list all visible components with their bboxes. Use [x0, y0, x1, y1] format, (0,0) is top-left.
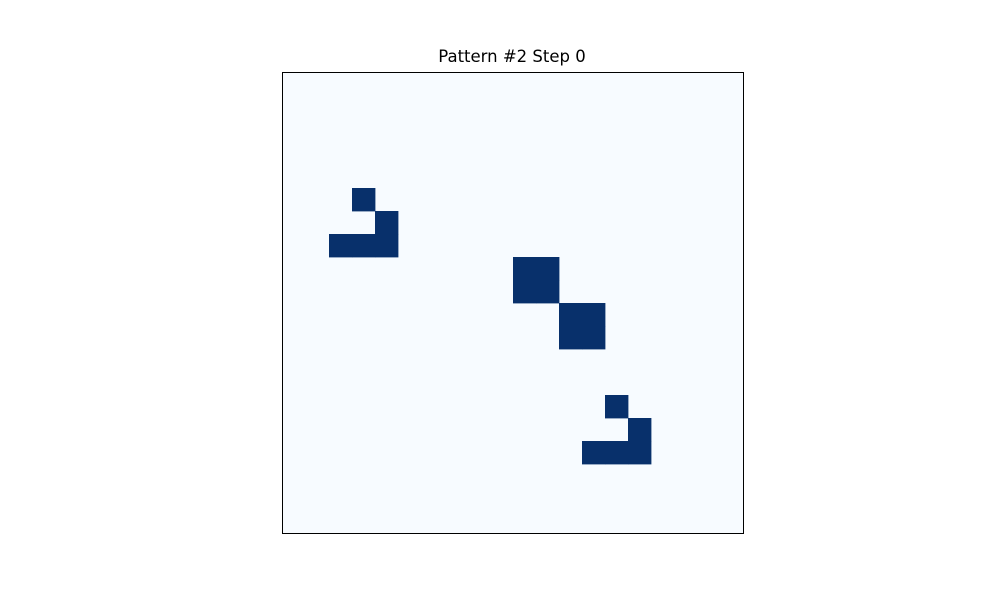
- heatmap-cell-alive: [582, 441, 605, 464]
- heatmap-cell-alive: [628, 441, 651, 464]
- heatmap-cell-alive: [582, 326, 605, 349]
- heatmap-cell-alive: [352, 188, 375, 211]
- heatmap-cell-alive: [375, 211, 398, 234]
- heatmap-cell-alive: [628, 418, 651, 441]
- heatmap-cell-alive: [375, 234, 398, 257]
- heatmap-cell-alive: [559, 326, 582, 349]
- heatmap-cells: [283, 73, 743, 533]
- heatmap-cell-alive: [559, 303, 582, 326]
- heatmap-cell-alive: [536, 257, 559, 280]
- heatmap-cell-alive: [513, 280, 536, 303]
- heatmap-cell-alive: [605, 395, 628, 418]
- heatmap-cell-alive: [329, 234, 352, 257]
- heatmap-cell-alive: [352, 234, 375, 257]
- heatmap-cell-alive: [605, 441, 628, 464]
- heatmap-cell-alive: [513, 257, 536, 280]
- heatmap-cell-alive: [536, 280, 559, 303]
- heatmap-cell-alive: [582, 303, 605, 326]
